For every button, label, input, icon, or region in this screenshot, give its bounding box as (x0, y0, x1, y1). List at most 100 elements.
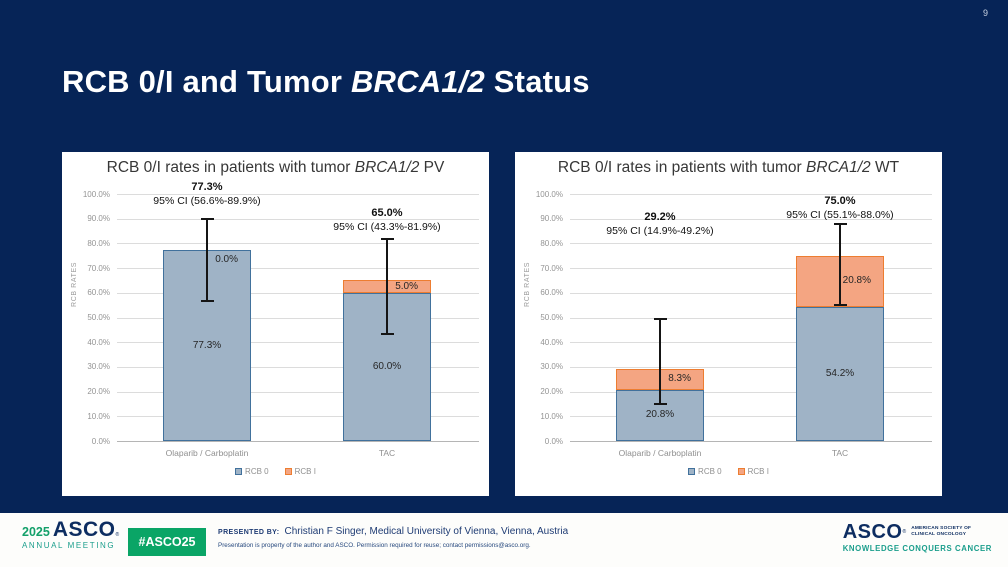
meeting-asco-wordmark: ASCO (52, 518, 116, 541)
error-bar-top-cap (380, 237, 394, 240)
chart-title-wt: RCB 0/I rates in patients with tumor BRC… (515, 159, 942, 177)
chart-title-suffix: WT (870, 159, 900, 176)
point-estimate: 77.3% (191, 181, 223, 193)
confidence-interval: 95% CI (14.9%-49.2%) (606, 225, 714, 237)
gridline (117, 243, 479, 245)
asco-society-name: AMERICAN SOCIETY OF CLINICAL ONCOLOGY (911, 526, 971, 538)
slide-footer: 2025 ASCO ® ANNUAL MEETING #ASCO25 PRESE… (0, 513, 1008, 567)
y-tick-label: 80.0% (540, 238, 563, 248)
rcb0-value-label: 77.3% (192, 339, 222, 351)
legend-swatch-icon (688, 468, 696, 475)
gridline (117, 441, 479, 442)
rcb1-value-label: 8.3% (668, 373, 691, 385)
y-tick-label: 100.0% (535, 189, 563, 199)
slide-title-gene: BRCA1/2 (350, 64, 485, 99)
y-tick-label: 10.0% (87, 411, 110, 421)
y-tick-label: 80.0% (87, 238, 110, 248)
society-line2: CLINICAL ONCOLOGY (911, 532, 967, 537)
rcb0-value-label: 54.2% (825, 368, 855, 380)
asco-wordmark: ASCO (842, 521, 903, 543)
gridline (570, 243, 932, 245)
y-tick-label: 50.0% (87, 313, 110, 322)
error-bar (206, 218, 208, 302)
confidence-interval: 95% CI (56.6%-89.9%) (153, 195, 261, 207)
y-axis-title: RCB RATES (71, 262, 78, 307)
x-category-label: TAC (378, 448, 396, 458)
gridline (570, 416, 932, 418)
y-tick-label: 40.0% (87, 337, 110, 347)
permission-fine-print: Presentation is property of the author a… (218, 542, 531, 549)
chart-title-suffix: PV (419, 159, 445, 176)
rcb1-value-label: 5.0% (395, 280, 418, 292)
slide-title: RCB 0/I and Tumor BRCA1/2 Status (62, 64, 590, 100)
y-tick-label: 70.0% (540, 263, 563, 273)
gridline (117, 391, 479, 393)
error-bar-bottom-cap (833, 303, 847, 306)
y-tick-label: 20.0% (87, 387, 110, 397)
gridline (570, 366, 932, 368)
chart-panel-brca-pv: RCB 0/I rates in patients with tumor BRC… (62, 152, 489, 496)
legend-label: RCB I (747, 467, 769, 476)
chart-title-prefix: RCB 0/I rates in patients with tumor (106, 159, 355, 176)
legend-swatch-icon (284, 468, 292, 475)
ci-annotation: 77.3% 95% CI (56.6%-89.9%) (92, 181, 322, 207)
gridline (570, 292, 932, 294)
presenter-block: PRESENTED BY: Christian F Singer, Medica… (218, 526, 568, 549)
error-bar-bottom-cap (200, 300, 214, 303)
gridline (117, 317, 479, 319)
society-line1: AMERICAN SOCIETY OF (911, 525, 972, 531)
meeting-year: 2025 (22, 525, 50, 539)
legend-item: RCB I (737, 467, 769, 476)
rcb0-value-label: 60.0% (372, 360, 402, 372)
trademark-symbol: ® (115, 532, 120, 538)
ci-annotation: 29.2% 95% CI (14.9%-49.2%) (545, 211, 775, 237)
error-bar (839, 223, 841, 305)
gridline (117, 194, 479, 195)
legend-item: RCB I (284, 467, 316, 476)
rcb1-value-label: 0.0% (215, 254, 238, 266)
meeting-logo-row: 2025 ASCO ® (22, 518, 120, 541)
error-bar-bottom-cap (653, 403, 667, 406)
rcb0-value-label: 20.8% (645, 409, 675, 421)
legend-label: RCB 0 (245, 467, 269, 476)
x-category-label: Olaparib / Carboplatin (618, 448, 702, 458)
gridline (570, 268, 932, 270)
gridline (117, 366, 479, 368)
confidence-interval: 95% CI (43.3%-81.9%) (333, 221, 441, 233)
y-tick-label: 60.0% (540, 288, 563, 298)
chart-title-prefix: RCB 0/I rates in patients with tumor (557, 159, 807, 176)
gridline (570, 441, 932, 442)
gridline (117, 342, 479, 344)
legend: RCB 0 RCB I (62, 467, 489, 476)
page-number: 9 (982, 8, 988, 18)
y-axis-title: RCB RATES (524, 262, 531, 307)
y-tick-label: 90.0% (540, 214, 563, 224)
y-tick-label: 60.0% (87, 288, 110, 298)
gridline (570, 342, 932, 344)
presenter-row: PRESENTED BY: Christian F Singer, Medica… (218, 526, 568, 537)
point-estimate: 65.0% (371, 207, 403, 219)
presenter-name: Christian F Singer, Medical University o… (284, 526, 569, 537)
rcb1-value-label: 20.8% (842, 275, 871, 287)
legend-item: RCB 0 (688, 467, 722, 476)
y-tick-label: 50.0% (540, 313, 563, 322)
y-tick-label: 20.0% (540, 387, 563, 397)
asco-society-logo: ASCO ® AMERICAN SOCIETY OF CLINICAL ONCO… (843, 522, 992, 553)
meeting-subtitle: ANNUAL MEETING (22, 540, 116, 550)
chart-panel-brca-wt: RCB 0/I rates in patients with tumor BRC… (515, 152, 942, 496)
error-bar-top-cap (653, 318, 667, 321)
gridline (117, 292, 479, 294)
presented-by-label: PRESENTED BY: (218, 529, 280, 536)
bar-rcb0 (796, 307, 884, 441)
chart-title-pv: RCB 0/I rates in patients with tumor BRC… (62, 159, 489, 177)
gridline (570, 317, 932, 319)
legend: RCB 0 RCB I (515, 467, 942, 476)
error-bar-bottom-cap (380, 333, 394, 336)
trademark-symbol: ® (902, 529, 907, 535)
y-tick-label: 90.0% (87, 214, 110, 224)
y-tick-label: 30.0% (540, 362, 563, 372)
x-category-label: Olaparib / Carboplatin (165, 448, 249, 458)
legend-label: RCB I (294, 467, 316, 476)
gridline (117, 218, 479, 220)
point-estimate: 29.2% (644, 211, 676, 223)
